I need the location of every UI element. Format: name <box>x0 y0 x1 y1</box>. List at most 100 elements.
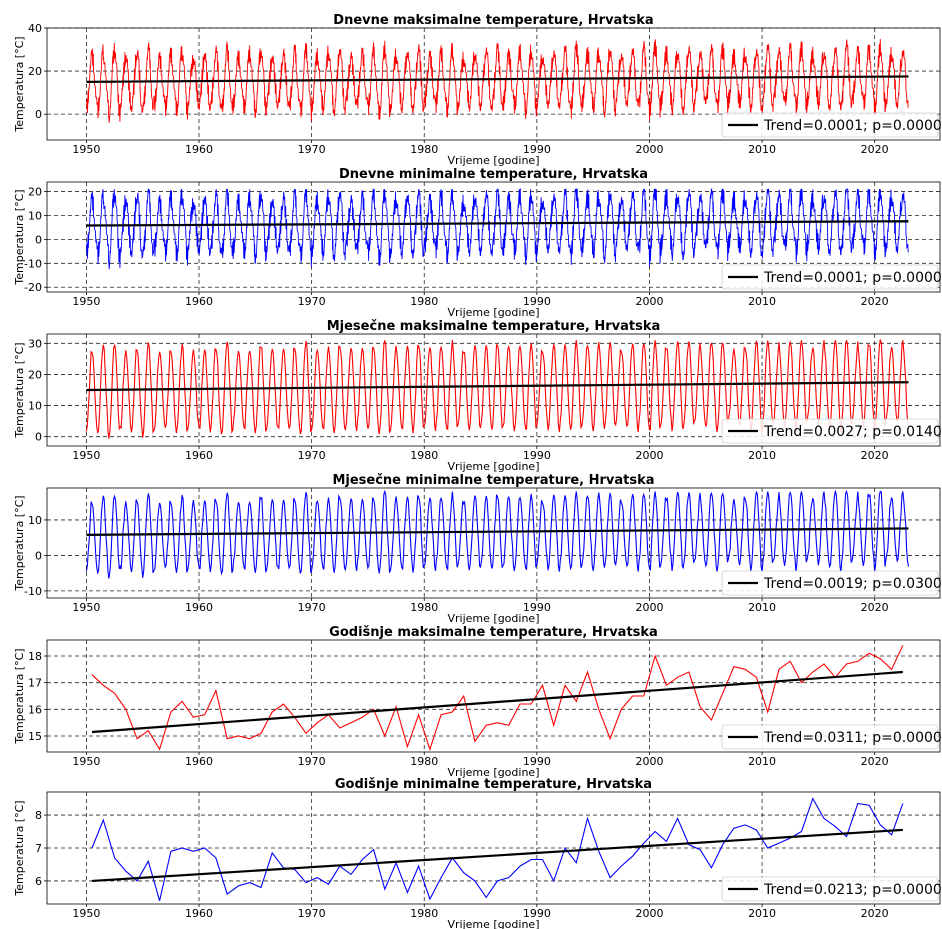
x-tick-label: 1950 <box>72 601 100 614</box>
x-tick-label: 1970 <box>298 601 326 614</box>
x-tick-label: 1950 <box>72 755 100 768</box>
y-tick-label: 8 <box>35 809 42 822</box>
y-tick-label: 0 <box>35 233 42 246</box>
x-tick-label: 1990 <box>523 907 551 920</box>
x-tick-label: 2020 <box>861 601 889 614</box>
subplot-p3: Mjesečne maksimalne temperature, Hrvatsk… <box>13 319 942 473</box>
trend-line <box>86 527 909 536</box>
x-tick-label: 2020 <box>861 449 889 462</box>
subplot-p6: Godišnje minimalne temperature, Hrvatska… <box>13 777 942 929</box>
y-tick-label: -20 <box>24 281 42 294</box>
y-axis-label: Temperatura [°C] <box>13 495 26 591</box>
y-tick-label: 30 <box>28 337 42 350</box>
y-axis-label: Temperatura [°C] <box>13 189 26 285</box>
legend-label: Trend=0.0001; p=0.0000 <box>763 270 942 286</box>
x-tick-label: 2000 <box>635 143 663 156</box>
legend: Trend=0.0001; p=0.0000 <box>721 264 942 290</box>
trend-line <box>86 220 909 227</box>
data-group <box>85 338 910 439</box>
subplot-p1: Dnevne maksimalne temperature, Hrvatska 1… <box>13 13 942 167</box>
data-group <box>85 39 909 123</box>
y-axis-label: Temperatura [°C] <box>13 342 26 438</box>
x-tick-label: 1950 <box>72 907 100 920</box>
trend-line <box>86 381 909 392</box>
legend: Trend=0.0213; p=0.0000 <box>721 876 942 902</box>
x-tick-label: 1990 <box>523 755 551 768</box>
x-tick-label: 1960 <box>185 601 213 614</box>
x-axis-label: Vrijeme [godine] <box>448 460 540 473</box>
y-axis-label: Temperatura [°C] <box>13 800 26 896</box>
x-axis-label: Vrijeme [godine] <box>448 918 540 929</box>
x-tick-label: 2000 <box>635 755 663 768</box>
data-group <box>91 797 904 901</box>
legend-label: Trend=0.0311; p=0.0000 <box>763 730 942 746</box>
y-tick-label: -10 <box>24 257 42 270</box>
y-tick-label: 10 <box>28 400 42 413</box>
y-tick-label: 10 <box>28 514 42 527</box>
data-group <box>91 645 904 752</box>
x-tick-label: 1950 <box>72 449 100 462</box>
legend-label: Trend=0.0027; p=0.0140 <box>763 424 942 440</box>
legend-box <box>721 264 939 290</box>
y-tick-label: 18 <box>28 650 42 663</box>
x-tick-label: 1980 <box>410 907 438 920</box>
data-group <box>85 489 910 579</box>
x-tick-label: 2020 <box>861 295 889 308</box>
x-tick-label: 1980 <box>410 295 438 308</box>
y-tick-label: 0 <box>35 549 42 562</box>
x-tick-label: 1960 <box>185 143 213 156</box>
y-axis-label: Temperatura [°C] <box>13 648 26 744</box>
x-tick-label: 2010 <box>748 907 776 920</box>
x-tick-label: 2010 <box>748 601 776 614</box>
x-tick-label: 1990 <box>523 143 551 156</box>
series-line <box>85 39 909 123</box>
series-line <box>85 338 910 439</box>
x-tick-label: 1970 <box>298 449 326 462</box>
legend: Trend=0.0001; p=0.0000 <box>721 112 942 138</box>
y-axis-label: Temperatura [°C] <box>13 36 26 132</box>
legend-box <box>721 876 939 902</box>
legend-label: Trend=0.0001; p=0.0000 <box>763 118 942 134</box>
x-tick-label: 2020 <box>861 755 889 768</box>
x-tick-label: 2010 <box>748 755 776 768</box>
x-tick-label: 1980 <box>410 755 438 768</box>
x-tick-label: 1980 <box>410 143 438 156</box>
subplot-p5: Godišnje maksimalne temperature, Hrvatsk… <box>13 625 942 779</box>
x-tick-label: 1980 <box>410 601 438 614</box>
x-tick-label: 2010 <box>748 143 776 156</box>
x-tick-label: 1950 <box>72 295 100 308</box>
y-tick-label: 20 <box>28 65 42 78</box>
y-tick-label: 0 <box>35 431 42 444</box>
x-axis-label: Vrijeme [godine] <box>448 766 540 779</box>
plot-title: Godišnje minimalne temperature, Hrvatska <box>335 777 652 792</box>
x-tick-label: 1950 <box>72 143 100 156</box>
y-tick-label: -10 <box>24 585 42 598</box>
trend-line <box>86 75 909 83</box>
plot-title: Dnevne minimalne temperature, Hrvatska <box>339 167 648 182</box>
y-tick-label: 15 <box>28 730 42 743</box>
x-tick-label: 2000 <box>635 907 663 920</box>
plot-title: Mjesečne maksimalne temperature, Hrvatsk… <box>327 319 661 334</box>
trend-line <box>91 828 903 883</box>
x-tick-label: 1990 <box>523 449 551 462</box>
plot-title: Mjesečne minimalne temperature, Hrvatska <box>332 473 654 488</box>
series-line <box>85 489 910 579</box>
legend: Trend=0.0019; p=0.0300 <box>721 570 942 596</box>
legend-label: Trend=0.0019; p=0.0300 <box>763 576 942 592</box>
x-axis-label: Vrijeme [godine] <box>448 612 540 625</box>
series-line <box>91 645 904 752</box>
legend-box <box>721 112 939 138</box>
legend: Trend=0.0027; p=0.0140 <box>721 418 942 444</box>
x-tick-label: 1970 <box>298 907 326 920</box>
y-tick-label: 0 <box>35 108 42 121</box>
y-tick-label: 20 <box>28 186 42 199</box>
subplot-p4: Mjesečne minimalne temperature, Hrvatska… <box>13 473 942 625</box>
legend: Trend=0.0311; p=0.0000 <box>721 724 942 750</box>
x-tick-label: 1980 <box>410 449 438 462</box>
legend-box <box>721 570 939 596</box>
x-tick-label: 2000 <box>635 295 663 308</box>
x-tick-label: 2020 <box>861 143 889 156</box>
y-tick-label: 16 <box>28 703 42 716</box>
plot-title: Dnevne maksimalne temperature, Hrvatska <box>333 13 653 28</box>
